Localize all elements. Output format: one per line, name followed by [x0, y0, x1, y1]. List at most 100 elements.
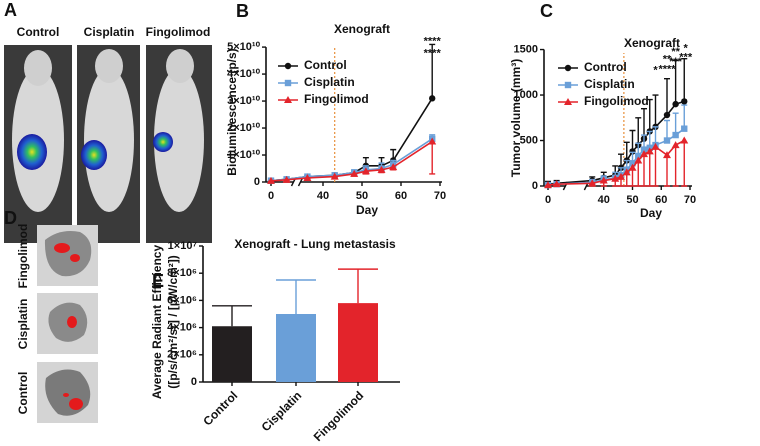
panel-label: C	[540, 1, 553, 21]
chart-title: Xenograft	[334, 22, 390, 36]
y-tick-label: 1×10⁷	[168, 240, 198, 252]
y-tick-label: 0	[254, 176, 260, 188]
y-tick-label: 5×10¹⁰	[227, 41, 260, 53]
significance: ****	[424, 48, 442, 60]
legend-marker	[564, 64, 572, 72]
error-bar	[212, 305, 252, 327]
lung-photo	[37, 293, 98, 354]
error-bar	[681, 140, 688, 187]
significance: ****	[658, 63, 676, 75]
error-bar	[276, 279, 316, 314]
legend-marker	[284, 62, 292, 70]
panel-label: E	[152, 271, 164, 291]
error-bar	[338, 268, 378, 304]
data-point	[622, 168, 631, 176]
data-point	[330, 172, 339, 180]
legend-label: Cisplatin	[584, 77, 635, 91]
error-bar	[429, 43, 436, 99]
legend-label: Fingolimod	[304, 92, 369, 106]
error-bar	[629, 129, 636, 152]
y-tick-label: 0	[532, 180, 538, 192]
significance: **	[663, 53, 672, 65]
data-point	[629, 160, 636, 167]
chart-panel: B Xenograft 0 1×10¹⁰ 2×10¹⁰ 3×10¹⁰ 4×10¹⁰ 5×10¹…	[225, 1, 446, 217]
panel-label: A	[4, 0, 17, 20]
data-point	[599, 176, 608, 184]
y-axis-label: Average Radiant Efficiency	[150, 245, 164, 400]
data-point	[681, 125, 688, 132]
mouse-photo	[77, 45, 140, 243]
image-label: Fingolimod	[146, 25, 211, 39]
y-tick-label: 8×10⁶	[167, 267, 197, 279]
data-point	[429, 95, 436, 102]
y-tick-label: 1×10¹⁰	[227, 149, 260, 161]
error-bar	[429, 141, 436, 175]
x-tick-label: 0	[545, 194, 551, 206]
y-tick-label: 3×10¹⁰	[227, 95, 260, 107]
lung-photo	[37, 362, 98, 423]
legend-marker	[564, 81, 572, 89]
significance: ***	[669, 56, 683, 68]
image-label: Fingolimod	[16, 224, 30, 289]
y-tick-label: 6×10⁶	[167, 294, 197, 306]
error-bar	[646, 98, 653, 132]
mouse-photo	[4, 45, 72, 243]
data-point	[681, 98, 688, 105]
data-point	[544, 181, 552, 189]
x-tick-label: 60	[395, 190, 407, 202]
error-bar	[664, 77, 670, 116]
y-axis-label: ([p/s/cm²/sr] / [µW/cm²])	[166, 255, 180, 389]
legend-marker	[284, 79, 292, 87]
data-point	[635, 152, 642, 160]
error-bar	[681, 104, 688, 129]
mouse-photo	[146, 45, 212, 243]
data-point	[651, 142, 660, 150]
panel-label: D	[4, 208, 17, 228]
error-bar	[646, 151, 653, 187]
error-bar	[681, 57, 688, 102]
legend-label: Fingolimod	[584, 94, 649, 108]
x-tick-label: 70	[434, 190, 446, 202]
x-tick-label: Fingolimod	[311, 388, 367, 444]
legend-marker	[564, 98, 572, 105]
x-tick-label: 0	[268, 190, 274, 202]
panel-d: D Fingolimod Cisplatin Control	[4, 208, 98, 423]
x-tick-label: Control	[200, 388, 240, 428]
error-bar	[652, 94, 659, 127]
image-label: Cisplatin	[16, 299, 30, 350]
x-tick-label: 70	[684, 194, 696, 206]
data-point	[282, 175, 291, 183]
data-point	[303, 173, 312, 181]
y-tick-label: 1000	[514, 89, 538, 101]
y-tick-label: 0	[191, 376, 197, 388]
data-point	[672, 131, 679, 139]
series-line	[270, 97, 433, 182]
error-bar	[672, 112, 679, 136]
chart-title: Xenograft	[624, 36, 680, 50]
data-point	[588, 179, 597, 187]
data-point	[267, 176, 275, 184]
data-point	[617, 172, 625, 180]
data-point	[611, 174, 620, 182]
significance: *	[684, 43, 689, 55]
axis-break	[297, 177, 304, 187]
y-tick-label: 2×10⁶	[167, 349, 197, 361]
significance: ****	[424, 36, 442, 48]
chart-panel: E Xenograft - Lung metastasis 0 2×10⁶ 4×10⁶ 6…	[150, 237, 400, 444]
x-tick-label: 40	[598, 194, 610, 206]
data-point	[428, 137, 437, 145]
data-point	[645, 147, 654, 155]
bar	[212, 326, 252, 382]
significance: **	[671, 46, 680, 58]
y-tick-label: 1500	[514, 43, 538, 55]
data-point	[389, 163, 398, 171]
y-tick-label: 500	[520, 134, 538, 146]
x-tick-label: 40	[317, 190, 329, 202]
legend-marker	[284, 96, 292, 103]
data-point	[628, 163, 637, 171]
y-axis-label: Bioluminescence (p/s)	[225, 48, 239, 175]
x-axis-label: Day	[356, 203, 378, 217]
image-label: Cisplatin	[84, 25, 135, 39]
data-point	[634, 156, 643, 164]
